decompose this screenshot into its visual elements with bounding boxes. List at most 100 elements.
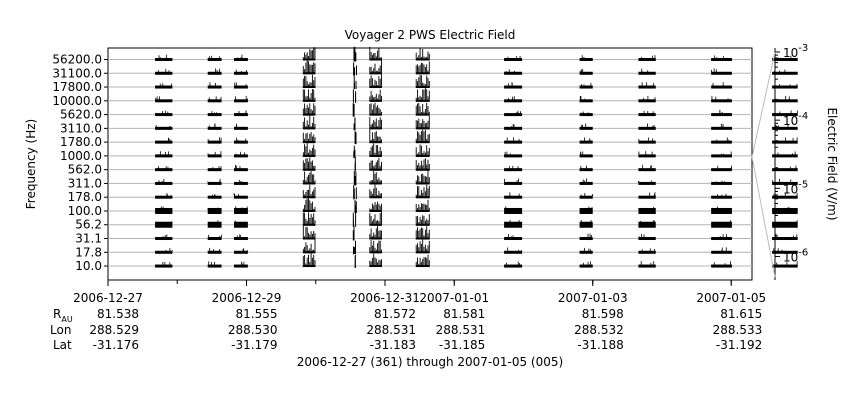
channel-mark bbox=[303, 113, 316, 116]
channel-mark bbox=[369, 72, 382, 75]
channel-mark bbox=[772, 58, 798, 61]
channel-mark bbox=[369, 86, 382, 89]
channel-mark bbox=[369, 141, 382, 144]
channel-mark bbox=[416, 196, 430, 199]
channel-mark bbox=[504, 71, 523, 75]
ephem-lat-value: -31.188 bbox=[577, 338, 623, 352]
ephem-lon-value: 288.531 bbox=[436, 323, 486, 337]
channel-mark bbox=[207, 85, 222, 89]
y-tick-label: 1000.0 bbox=[60, 149, 102, 163]
y-tick-label: 178.0 bbox=[68, 190, 102, 204]
channel-mark bbox=[772, 85, 798, 89]
channel-mark bbox=[155, 99, 173, 103]
channel-mark bbox=[416, 154, 430, 157]
channel-mark bbox=[207, 99, 222, 103]
channel-burst bbox=[302, 157, 316, 171]
observation-segment bbox=[415, 48, 430, 268]
channel-mark bbox=[416, 99, 430, 102]
y-tick-label: 562.0 bbox=[68, 163, 102, 177]
ephem-lat-value: -31.185 bbox=[439, 338, 485, 352]
channel-burst bbox=[415, 158, 430, 171]
channel-mark bbox=[303, 154, 316, 157]
channel-mark bbox=[234, 195, 248, 199]
channel-burst bbox=[302, 103, 316, 116]
channel-mark bbox=[234, 237, 248, 241]
channel-mark bbox=[303, 223, 316, 226]
channel-mark bbox=[207, 140, 222, 144]
channel-burst bbox=[369, 171, 382, 185]
channel-mark bbox=[369, 265, 382, 268]
channel-mark bbox=[504, 168, 523, 172]
plot-frame bbox=[107, 47, 753, 281]
ephem-r-value: 81.555 bbox=[235, 307, 277, 321]
channel-burst bbox=[369, 74, 382, 88]
ephem-r-value: 81.572 bbox=[374, 307, 416, 321]
channel-burst bbox=[353, 62, 357, 76]
channel-mark bbox=[234, 58, 248, 61]
y-tick-label: 10000.0 bbox=[52, 94, 102, 108]
channel-mark bbox=[234, 140, 248, 144]
channel-mark bbox=[504, 181, 523, 185]
channel-mark bbox=[579, 113, 593, 117]
channel-mark bbox=[369, 251, 382, 254]
channel-burst bbox=[354, 199, 357, 213]
x-tick-label: 2006-12-31 bbox=[350, 291, 420, 305]
channel-mark bbox=[579, 181, 593, 185]
x-axis: 2006-12-27 2006-12-29 2006-12-31 2007-01-01… bbox=[73, 280, 766, 305]
channel-mark bbox=[207, 221, 222, 228]
channel-burst bbox=[369, 60, 382, 75]
channel-mark bbox=[416, 141, 430, 144]
y-tick-label: 17.8 bbox=[75, 245, 102, 259]
channel-mark bbox=[155, 58, 173, 61]
channel-mark bbox=[711, 181, 732, 185]
channel-mark bbox=[772, 140, 798, 144]
colorbar-tick-label: 10-5 bbox=[783, 179, 808, 196]
ephem-r-label: RAU bbox=[53, 307, 73, 324]
y-tick-label: 311.0 bbox=[68, 176, 102, 190]
channel-burst bbox=[353, 240, 356, 255]
channel-mark bbox=[234, 168, 248, 172]
channel-mark bbox=[638, 140, 656, 144]
channel-burst bbox=[302, 60, 316, 75]
channel-mark bbox=[638, 154, 656, 158]
observation-segment bbox=[638, 55, 656, 268]
channel-mark bbox=[711, 237, 732, 241]
ephem-lon-value: 288.533 bbox=[713, 323, 763, 337]
channel-burst bbox=[353, 46, 357, 62]
channel-burst bbox=[415, 74, 430, 88]
channel-mark bbox=[416, 86, 430, 89]
channel-mark bbox=[303, 196, 316, 199]
channel-mark bbox=[504, 58, 523, 61]
ephem-lat-value: -31.176 bbox=[93, 338, 139, 352]
channel-mark bbox=[711, 71, 732, 75]
colorbar: 10-3 10-4 10-5 10-6 Electric Field (V/m) bbox=[751, 43, 839, 280]
colorbar-connector-bottom bbox=[751, 156, 776, 278]
channel-burst bbox=[302, 115, 316, 130]
channel-mark bbox=[579, 99, 593, 103]
channel-mark bbox=[711, 140, 732, 144]
x-tick-label: 2007-01-05 bbox=[696, 291, 766, 305]
channel-mark bbox=[416, 182, 430, 185]
channel-mark bbox=[504, 237, 523, 241]
channel-mark bbox=[772, 237, 798, 241]
channel-mark bbox=[772, 113, 798, 117]
channel-mark bbox=[416, 58, 430, 61]
channel-mark bbox=[638, 250, 656, 254]
channel-mark bbox=[579, 221, 593, 228]
channel-mark bbox=[638, 207, 656, 214]
channel-mark bbox=[155, 237, 173, 241]
channel-mark bbox=[638, 99, 656, 103]
date-range: 2006-12-27 (361) through 2007-01-05 (005… bbox=[297, 355, 563, 369]
channel-burst bbox=[415, 88, 430, 102]
x-tick-label: 2007-01-01 bbox=[419, 291, 489, 305]
ephem-lon-label: Lon bbox=[50, 323, 71, 337]
channel-mark bbox=[155, 154, 173, 158]
channel-mark bbox=[579, 207, 593, 214]
y-axis-label: Frequency (Hz) bbox=[24, 119, 38, 210]
channel-mark bbox=[772, 168, 798, 172]
channel-mark bbox=[155, 250, 173, 254]
observation-segment bbox=[302, 47, 316, 268]
channel-mark bbox=[155, 221, 173, 228]
channel-mark bbox=[234, 71, 248, 75]
channel-mark bbox=[369, 154, 382, 157]
